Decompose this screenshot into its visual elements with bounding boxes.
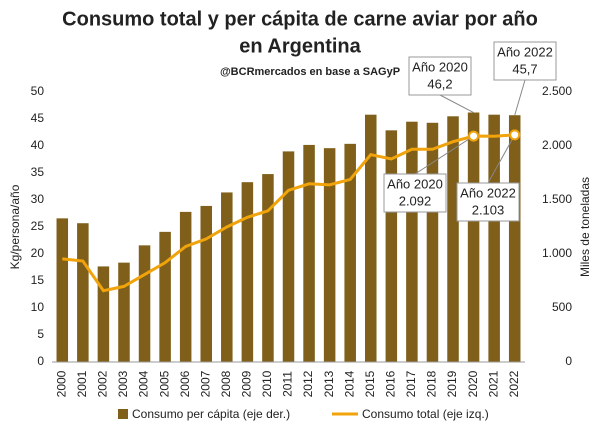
annotation-connector: [439, 94, 474, 113]
bar: [344, 143, 356, 362]
data-label: 45,7: [512, 61, 537, 76]
y-tick-label: 15: [31, 273, 45, 287]
legend-label: Consumo total (eje izq.): [362, 407, 489, 421]
y2-tick-label: 2.000: [542, 138, 572, 152]
bar: [282, 151, 295, 362]
y-tick-label: 35: [31, 165, 45, 179]
data-label: 2.092: [399, 193, 432, 208]
data-label: 2.103: [472, 202, 505, 217]
y-tick-label: 40: [31, 138, 45, 152]
x-tick-label: 2000: [54, 370, 68, 397]
bar: [447, 116, 459, 362]
y2-tick-label: 500: [552, 300, 572, 314]
chart-title: Consumo total y per cápita de carne avia…: [62, 8, 538, 30]
annotation-box: [493, 41, 557, 81]
x-tick-label: 2014: [342, 370, 356, 397]
y2-tick-label: 1.500: [542, 192, 572, 206]
x-tick-label: 2011: [281, 371, 295, 397]
legend-swatch: [118, 409, 128, 419]
x-tick-label: 2005: [157, 370, 171, 397]
annotation-box: [408, 56, 472, 96]
y-tick-label: 30: [31, 192, 45, 206]
bar: [179, 211, 192, 362]
y-tick-label: 0: [37, 354, 44, 368]
bar: [385, 130, 398, 362]
y-tick-label: 5: [37, 327, 44, 341]
chart-subtitle: @BCRmercados en base a SAGyP: [220, 66, 400, 78]
x-tick-label: 2015: [363, 370, 377, 397]
x-tick-label: 2016: [383, 370, 397, 397]
x-tick-label: 2009: [240, 370, 254, 397]
bar: [262, 174, 274, 362]
annotation-connector: [487, 134, 516, 184]
y2-tick-label: 1.000: [542, 246, 572, 260]
annotation-box: [383, 173, 447, 213]
line: [62, 133, 515, 293]
x-tick-label: 2007: [198, 370, 212, 397]
y-tick-label: 50: [31, 84, 45, 98]
y-tick-label: 10: [31, 300, 45, 314]
bar: [159, 231, 171, 362]
annotation-text: Año 2020: [412, 59, 468, 74]
bar: [508, 115, 521, 362]
x-tick-label: 2022: [507, 370, 521, 397]
x-tick-label: 2020: [466, 370, 480, 397]
bar: [488, 114, 500, 363]
bar: [118, 262, 130, 362]
x-tick-label: 2006: [178, 370, 192, 397]
annotation-text: Año 2022: [460, 185, 516, 200]
bar: [303, 144, 315, 362]
x-tick-label: 2008: [219, 370, 233, 397]
point-marker: [509, 129, 521, 141]
bar: [77, 223, 89, 362]
x-tick-label: 2012: [301, 370, 315, 397]
bar: [365, 114, 377, 363]
legend-label: Consumo per cápita (eje der.): [132, 407, 290, 421]
bar: [56, 218, 69, 362]
x-tick-label: 2001: [75, 370, 89, 397]
annotation-box: [456, 182, 520, 222]
annotation-text: Año 2020: [387, 176, 443, 191]
y-axis-label: Kg/persona/año: [8, 184, 22, 269]
chart-title: en Argentina: [239, 35, 361, 57]
bar: [426, 122, 439, 362]
x-tick-label: 2002: [96, 370, 110, 397]
x-tick-label: 2010: [260, 370, 274, 397]
x-tick-label: 2019: [445, 370, 459, 397]
y-tick-label: 25: [31, 219, 45, 233]
x-tick-label: 2013: [322, 370, 336, 397]
bar: [138, 245, 151, 362]
y2-tick-label: 2.500: [542, 84, 572, 98]
x-tick-label: 2017: [404, 370, 418, 397]
x-tick-label: 2003: [116, 370, 130, 397]
bar: [467, 112, 480, 363]
data-label: 46,2: [427, 76, 452, 91]
bar: [200, 205, 212, 362]
bar: [241, 182, 254, 362]
x-tick-label: 2004: [137, 370, 151, 397]
bar: [406, 121, 418, 362]
annotation-connector: [514, 79, 526, 116]
bar: [97, 266, 110, 362]
bar: [221, 192, 233, 362]
x-tick-label: 2021: [486, 370, 500, 397]
point-marker: [468, 130, 480, 142]
y2-tick-label: 0: [565, 354, 572, 368]
y-tick-label: 20: [31, 246, 45, 260]
annotation-connector: [414, 135, 474, 175]
annotation-text: Año 2022: [497, 44, 553, 59]
y2-axis-label: Miles de toneladas: [578, 177, 592, 277]
bar: [323, 148, 336, 362]
y-tick-label: 45: [31, 111, 45, 125]
x-tick-label: 2018: [425, 370, 439, 397]
